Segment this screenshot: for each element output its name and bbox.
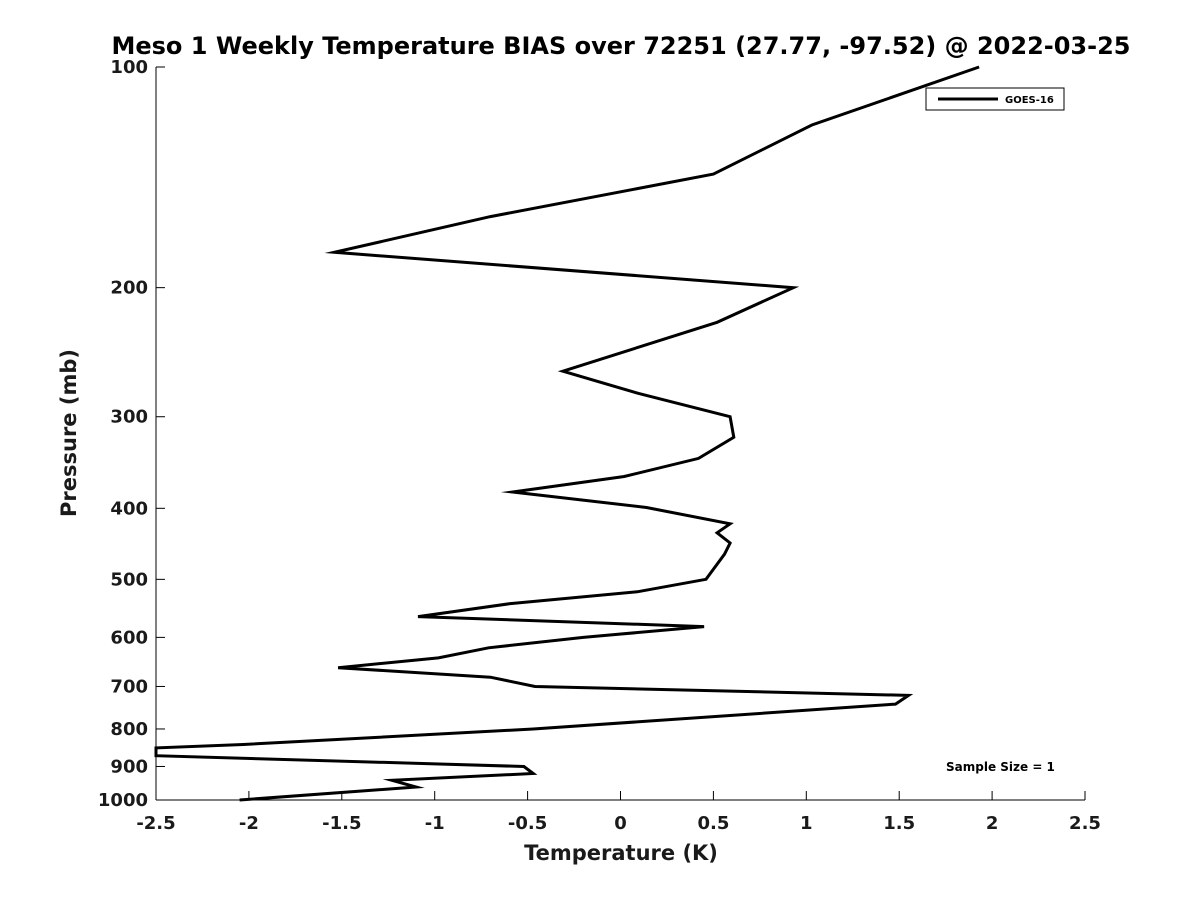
x-tick-label: -1	[425, 813, 445, 834]
y-tick-label: 1000	[98, 790, 148, 811]
x-tick-label: -2.5	[136, 813, 175, 834]
legend-label-goes-16: GOES-16	[1005, 95, 1054, 106]
y-tick-label: 900	[110, 756, 148, 777]
y-tick-label: 700	[110, 676, 148, 697]
sample-size-annotation: Sample Size = 1	[946, 760, 1055, 774]
x-tick-label: 1.5	[883, 813, 915, 834]
x-tick-label: 2.5	[1069, 813, 1101, 834]
y-tick-label: 600	[110, 627, 148, 648]
y-tick-label: 200	[110, 278, 148, 299]
y-tick-label: 100	[110, 57, 148, 78]
x-tick-label: -2	[239, 813, 259, 834]
legend: GOES-16	[925, 87, 1065, 111]
y-axis-label: Pressure (mb)	[57, 349, 81, 517]
y-tick-label: 500	[110, 569, 148, 590]
series-layer	[154, 65, 980, 802]
x-tick-label: 2	[986, 813, 999, 834]
y-axis: 100 200 300 400 500 600 700 800 900 1000	[98, 57, 165, 811]
plot-frame	[155, 67, 1085, 801]
y-tick-label: 300	[110, 407, 148, 428]
x-tick-label: -1.5	[322, 813, 361, 834]
x-tick-label: 0.5	[697, 813, 729, 834]
x-axis: -2.5 -2 -1.5 -1 -0.5 0 0.5 1 1.5 2 2.5	[136, 791, 1101, 834]
chart-title: Meso 1 Weekly Temperature BIAS over 7225…	[111, 32, 1130, 60]
y-tick-label: 800	[110, 719, 148, 740]
x-tick-label: -0.5	[508, 813, 547, 834]
x-tick-label: 1	[800, 813, 813, 834]
x-tick-label: 0	[614, 813, 627, 834]
y-tick-label: 400	[110, 498, 148, 519]
series-line-goes-16	[154, 65, 980, 802]
x-axis-label: Temperature (K)	[524, 841, 718, 865]
